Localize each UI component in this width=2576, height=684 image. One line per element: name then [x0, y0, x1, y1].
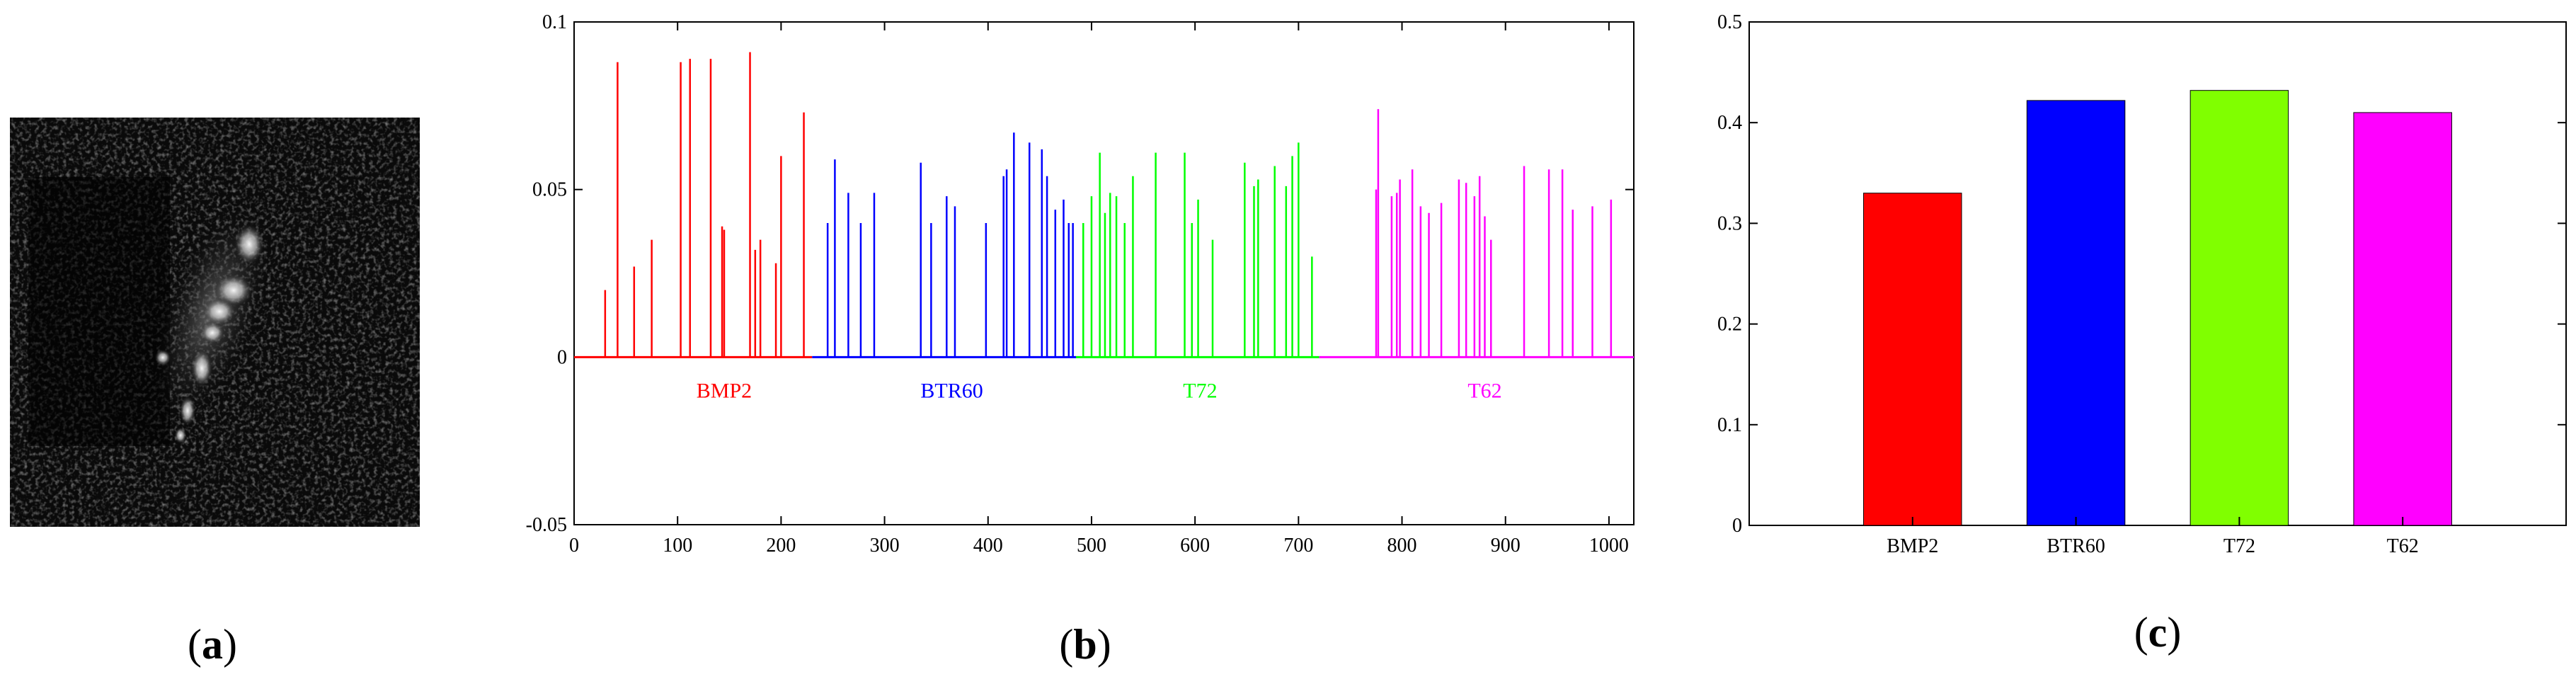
y-tick-label: 0.05 [532, 179, 567, 201]
series-bmp2 [574, 52, 813, 358]
y-tick-label: 0.4 [1717, 112, 1742, 134]
panel-b-stem-chart: 0 100 200 300 400 500 600 700 800 900 1000-0.0500.… [526, 11, 1635, 557]
x-tick-label: 700 [1283, 535, 1313, 557]
y-tick-label: 0.1 [542, 11, 567, 33]
sar-image-shadow-region [28, 177, 170, 446]
x-tick-label: BMP2 [1887, 535, 1938, 557]
x-tick-label: 0 [569, 535, 579, 557]
x-tick-label: BTR60 [2047, 535, 2105, 557]
chart-c-bars [1863, 90, 2452, 526]
x-tick-label: 100 [663, 535, 692, 557]
y-tick-label: 0 [1732, 515, 1742, 537]
x-tick-label: 900 [1491, 535, 1521, 557]
x-tick-label: T72 [2223, 535, 2255, 557]
x-tick-label: T62 [2387, 535, 2419, 557]
chart-b-group-labels: BMP2 BTR60 T72 T62 [697, 379, 1502, 402]
y-tick-label: 0 [557, 346, 567, 368]
y-tick-label: 0.3 [1717, 212, 1742, 234]
y-tick-label: 0.2 [1717, 314, 1742, 336]
x-tick-label: 500 [1077, 535, 1106, 557]
chart-b-stems [574, 52, 1634, 358]
bar-t62 [2353, 112, 2452, 526]
series-t72 [1076, 142, 1320, 358]
x-tick-label: 200 [766, 535, 796, 557]
x-tick-label: 800 [1387, 535, 1417, 557]
bar-btr60 [2026, 100, 2126, 526]
chart-c-ticks: BMP2 BTR60 T72 T62 0 0.1 0.2 0.3 0.4 0.5 [1717, 11, 2566, 557]
x-tick-label: 600 [1180, 535, 1210, 557]
group-label-btr60: BTR60 [920, 379, 983, 402]
y-tick-label: -0.05 [526, 514, 567, 536]
panel-c-bar-chart: BMP2 BTR60 T72 T62 0 0.1 0.2 0.3 0.4 0.5 [1717, 11, 2567, 557]
y-tick-label: 0.1 [1717, 414, 1742, 436]
x-tick-label: 300 [870, 535, 900, 557]
x-tick-label: 400 [973, 535, 1003, 557]
x-tick-label: 1000 [1589, 535, 1629, 557]
bar-bmp2 [1863, 193, 1962, 526]
bar-t72 [2189, 90, 2289, 526]
caption-c: (c) [2134, 609, 2182, 656]
group-label-t72: T72 [1183, 379, 1217, 402]
group-label-bmp2: BMP2 [697, 379, 752, 402]
caption-b: (b) [1059, 621, 1111, 668]
series-btr60 [812, 132, 1077, 358]
y-tick-label: 0.5 [1717, 11, 1742, 33]
series-t62 [1319, 109, 1634, 358]
sar-target-returns [150, 197, 275, 444]
group-label-t62: T62 [1467, 379, 1501, 402]
panel-a-sar-image [10, 118, 420, 527]
caption-a: (a) [188, 621, 237, 668]
chart-b-ticks: 0 100 200 300 400 500 600 700 800 900 1000-0.0500.… [526, 11, 1634, 557]
